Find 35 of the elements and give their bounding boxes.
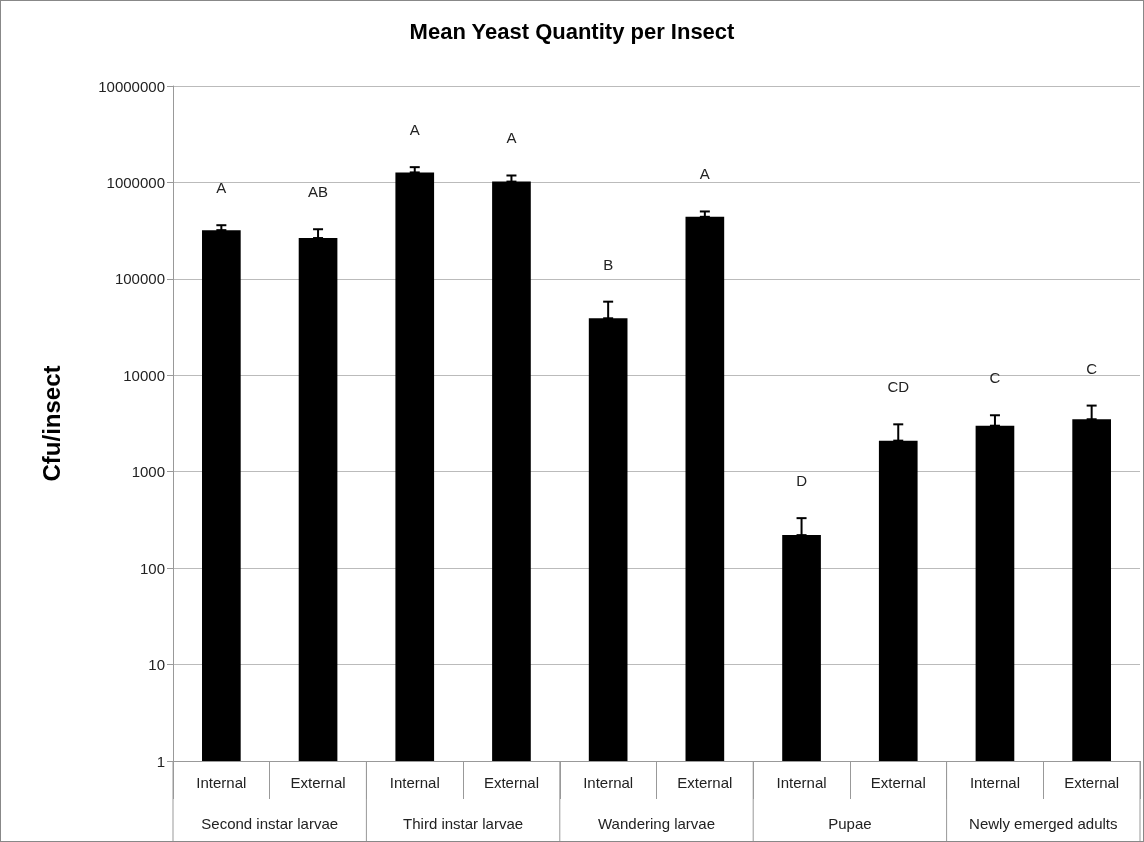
- x-tick-label: Internal: [196, 774, 247, 791]
- x-tick-label: External: [483, 774, 539, 791]
- x-tick-label: Internal: [969, 774, 1020, 791]
- text: Third instar larvae: [403, 814, 524, 832]
- y-tick-label: 100: [139, 559, 165, 577]
- y-tick-label: 1000000: [106, 173, 165, 191]
- text: Second instar larvae: [201, 814, 339, 832]
- text: Wandering larvae: [597, 814, 716, 832]
- y-tick-label: 1000: [131, 463, 165, 481]
- x-tick-label: Internal: [776, 774, 827, 791]
- y-tick-label: 1: [156, 752, 165, 770]
- data-label: CD: [887, 378, 910, 396]
- data-label: C: [989, 369, 1001, 387]
- y-tick-label: 10000: [123, 366, 165, 384]
- x-tick-label: Internal: [583, 774, 634, 791]
- y-tick-label: 10: [148, 656, 165, 674]
- text: Pupae: [828, 814, 872, 832]
- text: Newly emerged adults: [969, 814, 1118, 832]
- data-label: AB: [308, 183, 329, 201]
- data-label: C: [1086, 359, 1098, 377]
- data-label: D: [796, 472, 808, 490]
- data-label: B: [603, 255, 614, 273]
- y-axis-title: Cfu/insect: [37, 365, 65, 482]
- chart-title: Mean Yeast Quantity per Insect: [409, 18, 736, 44]
- y-tick-label: 10000000: [98, 77, 165, 95]
- x-tick-label: External: [870, 774, 926, 791]
- y-tick-label: 100000: [114, 270, 165, 288]
- x-tick-label: Internal: [389, 774, 440, 791]
- data-label: A: [699, 165, 710, 183]
- x-tick-label: External: [1064, 774, 1120, 791]
- data-label: A: [216, 179, 227, 197]
- data-label: A: [409, 121, 420, 139]
- x-tick-label: External: [290, 774, 346, 791]
- data-label: A: [506, 129, 517, 147]
- x-tick-label: External: [677, 774, 733, 791]
